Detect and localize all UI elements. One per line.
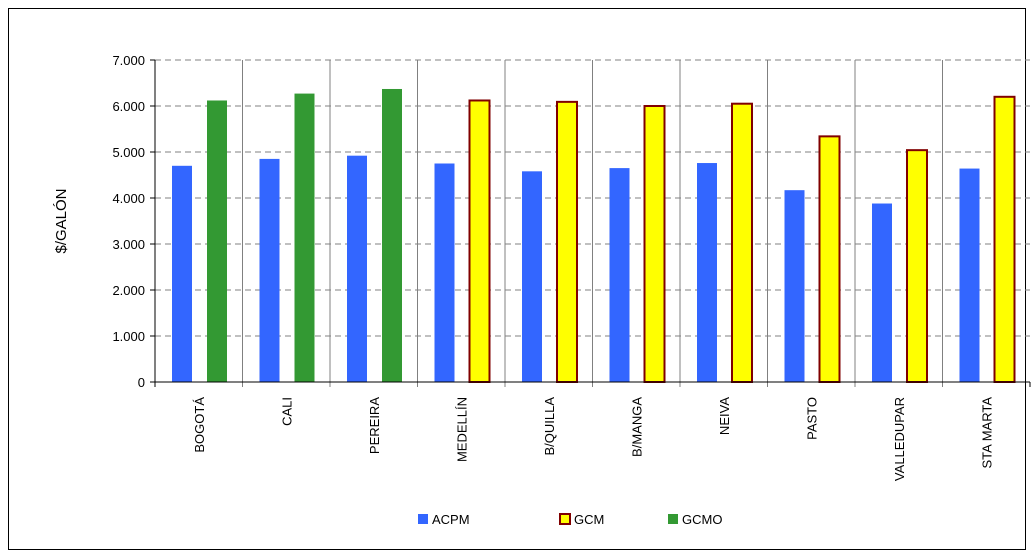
legend-label-gcmo: GCMO xyxy=(682,512,722,527)
bar-gcm xyxy=(993,95,1016,384)
category-separators xyxy=(242,60,943,387)
bar-acpm xyxy=(347,155,367,382)
bar-gcm xyxy=(731,102,753,383)
bar-acpm xyxy=(609,168,630,382)
y-tick-label: 6.000 xyxy=(112,99,145,114)
x-tick-label: PASTO xyxy=(804,397,819,440)
bar-gcm xyxy=(643,105,666,383)
bar-gcm xyxy=(818,135,841,383)
x-tick-label: B/MANGA xyxy=(629,397,644,457)
y-tick-label: 3.000 xyxy=(112,237,145,252)
x-tick-label: STA MARTA xyxy=(979,397,994,469)
bar-acpm xyxy=(959,168,980,382)
y-axis-label: $/GALÓN xyxy=(53,188,70,253)
bar-acpm xyxy=(784,190,805,382)
bar-acpm xyxy=(172,165,192,382)
legend-swatch-gcm xyxy=(559,513,571,525)
x-tick-label: B/QUILLA xyxy=(542,397,557,456)
bar-gcmo xyxy=(207,100,227,382)
legend-label-gcm: GCM xyxy=(574,512,604,527)
bars xyxy=(172,88,1016,384)
axes xyxy=(150,59,1031,387)
bar-gcm xyxy=(906,149,928,383)
x-tick-label: MEDELLÍN xyxy=(454,397,469,462)
bar-acpm xyxy=(872,203,892,382)
y-tick-label: 5.000 xyxy=(112,145,145,160)
legend-swatch-acpm xyxy=(418,514,428,524)
x-tick-label: VALLEDUPAR xyxy=(892,397,907,481)
legend-label-acpm: ACPM xyxy=(432,512,470,527)
x-tick-labels: BOGOTÁ CALI PEREIRA MEDELLÍN B/QUILLA B/MANGA… xyxy=(192,397,995,481)
bar-gcmo xyxy=(382,88,402,382)
y-tick-label: 1.000 xyxy=(112,329,145,344)
bar-gcm xyxy=(468,99,491,383)
x-tick-label: BOGOTÁ xyxy=(192,397,207,453)
y-tick-label: 4.000 xyxy=(112,191,145,206)
bar-acpm xyxy=(434,163,455,382)
bar-acpm xyxy=(697,163,717,382)
bar-acpm xyxy=(259,158,280,382)
legend-swatch-gcmo xyxy=(668,514,678,524)
x-tick-label: NEIVA xyxy=(717,397,732,435)
y-tick-labels: 0 1.000 2.000 3.000 4.000 5.000 6.000 7.000 xyxy=(112,53,145,390)
x-tick-label: PEREIRA xyxy=(367,397,382,454)
bar-gcm xyxy=(556,100,578,384)
bar-acpm xyxy=(522,171,542,382)
legend: ACPM GCM GCMO xyxy=(418,512,722,527)
y-tick-label: 7.000 xyxy=(112,53,145,68)
x-tick-label: CALI xyxy=(279,397,294,426)
bar-gcmo xyxy=(294,93,315,382)
y-tick-label: 0 xyxy=(138,375,145,390)
y-tick-label: 2.000 xyxy=(112,283,145,298)
